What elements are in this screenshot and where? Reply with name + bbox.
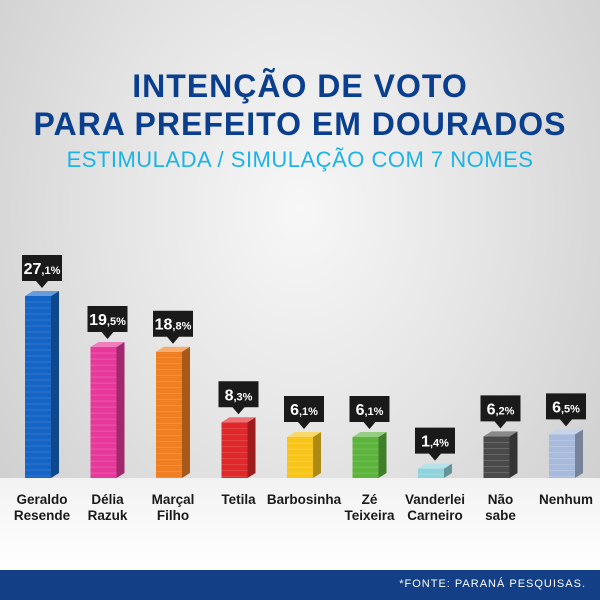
bar-top (418, 463, 452, 469)
bar (221, 422, 248, 478)
category-label: Resende (14, 508, 71, 523)
category-label: Filho (157, 508, 189, 523)
category-label: sabe (485, 508, 516, 523)
bar-side (51, 291, 59, 478)
bar-side (247, 417, 256, 478)
value-label-int: 1 (421, 434, 430, 451)
value-label-dec: ,2% (495, 405, 514, 417)
bar-top (221, 417, 256, 423)
value-label-dec: ,4% (430, 438, 449, 450)
value-label: 6,2% (487, 401, 515, 418)
bar-top (287, 432, 321, 438)
bar-side (509, 431, 518, 478)
value-label: 19,5% (89, 312, 126, 329)
bar-chart: 27,1%GeraldoResende19,5%DéliaRazuk18,8%M… (14, 255, 593, 523)
value-label-int: 6 (552, 399, 561, 416)
category-label: Délia (91, 492, 124, 507)
bar (156, 351, 182, 478)
bar (287, 437, 313, 478)
value-callout (87, 306, 128, 340)
value-label-dec: ,5% (107, 316, 126, 328)
category-label: Teixeira (344, 508, 395, 523)
bar-side (116, 342, 125, 478)
category-label: Geraldo (16, 492, 67, 507)
bar-side (444, 463, 452, 478)
bar (483, 436, 510, 478)
bar (352, 437, 379, 478)
value-label-dec: ,8% (172, 321, 191, 333)
value-callout (415, 427, 455, 461)
bar (25, 296, 51, 478)
bar-top (90, 342, 125, 348)
bar-top (156, 346, 190, 352)
category-label: Tetila (221, 492, 256, 507)
value-label: 18,8% (155, 317, 192, 334)
category-label: Vanderlei (405, 492, 465, 507)
value-callout (218, 381, 259, 415)
value-callout (546, 393, 586, 427)
value-label-int: 27 (24, 261, 42, 278)
chart-title: INTENÇÃO DE VOTO (132, 68, 468, 104)
value-label-dec: ,5% (561, 403, 580, 415)
bar (418, 468, 444, 478)
bar-top (352, 432, 387, 438)
value-label: 27,1% (24, 261, 61, 278)
value-label: 6,1% (356, 402, 384, 419)
category-label: Não (488, 492, 514, 507)
value-callout (480, 395, 521, 429)
value-callout (349, 396, 390, 430)
bar-group: 6,1% Barbosinha (267, 396, 342, 507)
value-label: 8,3% (225, 387, 253, 404)
value-label: 1,4% (421, 434, 449, 451)
bar (549, 434, 575, 478)
value-callout (284, 396, 324, 430)
value-label-int: 8 (225, 387, 234, 404)
footer-bar: *FONTE: PARANÁ PESQUISAS. (0, 570, 600, 600)
value-label-dec: ,1% (41, 265, 60, 277)
bar-top (483, 431, 518, 437)
bar-group: 6,5% Nenhum (539, 393, 593, 507)
value-label: 6,5% (552, 399, 580, 416)
bar-side (313, 432, 321, 478)
value-label-int: 18 (155, 317, 173, 334)
category-label: Nenhum (539, 492, 593, 507)
chart-subtitle: ESTIMULADA / SIMULAÇÃO COM 7 NOMES (66, 147, 534, 172)
bar-side (575, 429, 583, 478)
value-label-int: 6 (487, 401, 496, 418)
category-label: Zé (362, 492, 378, 507)
category-label: Carneiro (407, 508, 463, 523)
value-callout (22, 255, 62, 288)
bar-group: 8,3% Tetila (218, 381, 259, 507)
category-label: Marçal (152, 492, 195, 507)
value-label-int: 6 (356, 402, 365, 419)
value-label: 6,1% (290, 402, 318, 419)
value-label-dec: ,1% (364, 406, 383, 418)
bar-side (182, 346, 190, 478)
value-label-dec: ,1% (299, 406, 318, 418)
bar-side (378, 432, 387, 478)
category-label: Razuk (88, 508, 128, 523)
value-label-int: 6 (290, 402, 299, 419)
value-label-dec: ,3% (233, 391, 252, 403)
value-label-int: 19 (89, 312, 107, 329)
value-callout (153, 310, 193, 344)
bar-top (549, 429, 583, 435)
chart-floor (0, 478, 600, 570)
category-label: Barbosinha (267, 492, 342, 507)
bar-top (25, 291, 59, 296)
bar (90, 347, 117, 478)
chart-title-line-2: PARA PREFEITO EM DOURADOS (33, 106, 567, 142)
source-note: *FONTE: PARANÁ PESQUISAS. (399, 578, 586, 590)
